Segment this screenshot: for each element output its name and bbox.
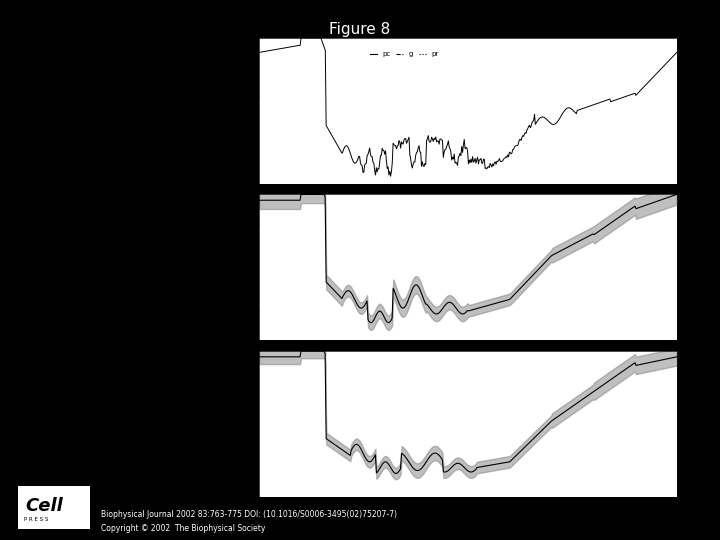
Text: Biophysical Journal 2002 83:763-775 DOI: (10.1016/S0006-3495(02)75207-7): Biophysical Journal 2002 83:763-775 DOI:…: [101, 510, 397, 519]
Text: Figure 8: Figure 8: [329, 22, 391, 37]
Y-axis label: pore radius (Å): pore radius (Å): [230, 236, 240, 299]
X-axis label: z (Å): z (Å): [459, 519, 477, 529]
Legend: pc, g, pr: pc, g, pr: [367, 49, 441, 60]
Text: B: B: [201, 194, 212, 208]
Text: C: C: [201, 351, 211, 365]
Text: Cell: Cell: [25, 497, 63, 515]
Text: P R E S S: P R E S S: [24, 517, 48, 522]
Text: Copyright © 2002  The Biophysical Society: Copyright © 2002 The Biophysical Society: [101, 524, 265, 533]
Y-axis label: pore radius (Å): pore radius (Å): [230, 79, 240, 142]
Y-axis label: pore radius (Å): pore radius (Å): [230, 393, 240, 455]
Text: A: A: [201, 38, 212, 52]
